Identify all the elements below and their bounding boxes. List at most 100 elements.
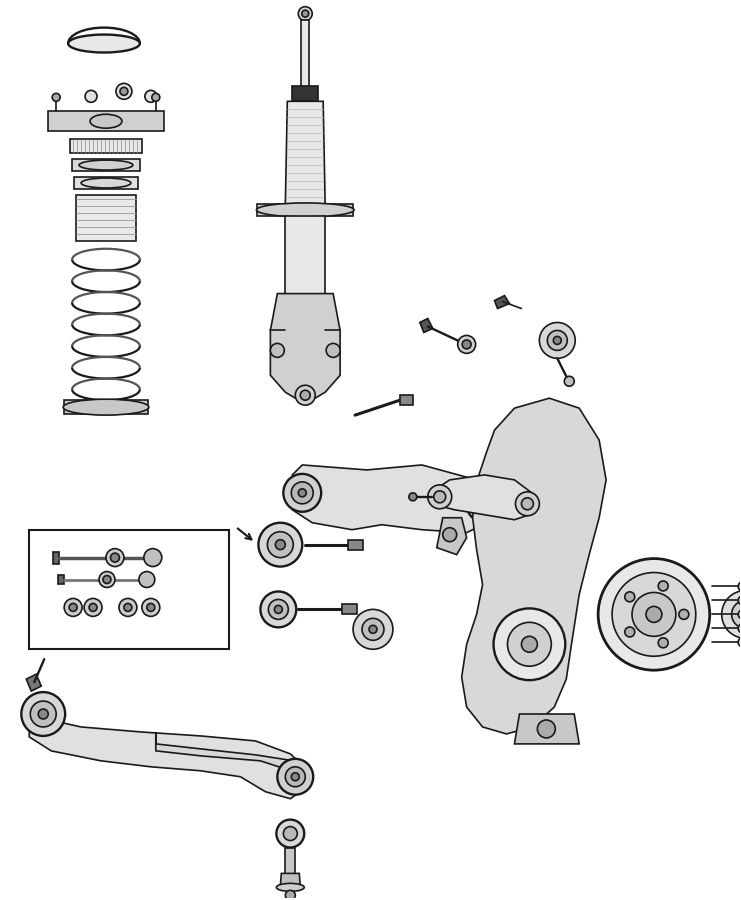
Circle shape — [658, 581, 668, 591]
Circle shape — [522, 636, 537, 652]
Polygon shape — [462, 398, 606, 734]
Circle shape — [299, 6, 312, 21]
Polygon shape — [156, 732, 300, 774]
Circle shape — [295, 385, 315, 405]
Circle shape — [494, 608, 565, 680]
Circle shape — [300, 391, 310, 401]
Ellipse shape — [63, 400, 149, 415]
Polygon shape — [348, 540, 363, 550]
Circle shape — [516, 491, 539, 516]
Circle shape — [30, 701, 56, 727]
Circle shape — [722, 590, 741, 638]
Circle shape — [276, 540, 285, 550]
Circle shape — [260, 591, 296, 627]
Circle shape — [625, 592, 635, 602]
Circle shape — [144, 90, 157, 103]
Polygon shape — [436, 518, 467, 554]
Polygon shape — [280, 873, 300, 886]
Circle shape — [139, 572, 155, 588]
Polygon shape — [285, 848, 295, 876]
Circle shape — [283, 826, 297, 841]
Circle shape — [142, 598, 160, 616]
Circle shape — [433, 491, 446, 503]
Polygon shape — [292, 465, 491, 533]
Circle shape — [119, 598, 137, 616]
Circle shape — [120, 87, 128, 95]
Polygon shape — [514, 714, 579, 744]
Circle shape — [679, 609, 689, 619]
Polygon shape — [64, 400, 148, 414]
Circle shape — [21, 692, 65, 736]
Circle shape — [283, 474, 321, 512]
Circle shape — [291, 482, 313, 504]
Polygon shape — [285, 216, 325, 295]
Circle shape — [369, 626, 377, 634]
Circle shape — [89, 603, 97, 611]
Circle shape — [537, 720, 555, 738]
Circle shape — [625, 627, 635, 637]
Circle shape — [658, 638, 668, 648]
Circle shape — [738, 596, 741, 605]
Circle shape — [103, 575, 111, 583]
Circle shape — [564, 376, 574, 386]
Circle shape — [428, 485, 452, 508]
Circle shape — [731, 600, 741, 628]
Polygon shape — [74, 177, 138, 189]
Circle shape — [124, 603, 132, 611]
Circle shape — [147, 603, 155, 611]
Ellipse shape — [68, 34, 140, 52]
Circle shape — [474, 496, 493, 514]
Ellipse shape — [79, 160, 133, 170]
Circle shape — [276, 820, 305, 848]
Circle shape — [326, 344, 340, 357]
Circle shape — [106, 549, 124, 567]
Circle shape — [738, 610, 741, 619]
Circle shape — [738, 624, 741, 633]
Circle shape — [116, 84, 132, 99]
Circle shape — [270, 344, 285, 357]
Polygon shape — [59, 574, 64, 584]
Circle shape — [152, 94, 160, 102]
Circle shape — [353, 609, 393, 649]
Circle shape — [539, 322, 575, 358]
Circle shape — [268, 532, 293, 558]
Circle shape — [646, 607, 662, 623]
Circle shape — [285, 767, 305, 787]
Polygon shape — [270, 293, 340, 398]
Polygon shape — [400, 395, 413, 405]
Polygon shape — [302, 20, 309, 89]
Circle shape — [598, 559, 710, 670]
Circle shape — [84, 598, 102, 616]
Polygon shape — [70, 140, 142, 153]
Circle shape — [522, 498, 534, 509]
Polygon shape — [48, 112, 164, 131]
Circle shape — [291, 773, 299, 781]
Circle shape — [64, 598, 82, 616]
Circle shape — [458, 336, 476, 354]
Circle shape — [738, 582, 741, 591]
Polygon shape — [435, 475, 534, 519]
Circle shape — [144, 549, 162, 567]
Circle shape — [268, 599, 288, 619]
Circle shape — [39, 709, 48, 719]
Polygon shape — [494, 295, 510, 309]
Circle shape — [274, 606, 282, 614]
Circle shape — [285, 890, 295, 900]
Circle shape — [302, 10, 309, 17]
Ellipse shape — [256, 202, 354, 217]
Circle shape — [548, 330, 568, 350]
Polygon shape — [342, 605, 357, 615]
Polygon shape — [292, 86, 318, 102]
Circle shape — [299, 489, 306, 497]
Polygon shape — [285, 102, 325, 206]
Polygon shape — [53, 552, 59, 563]
Circle shape — [462, 340, 471, 349]
Circle shape — [52, 94, 60, 102]
Circle shape — [554, 337, 561, 345]
Ellipse shape — [276, 884, 305, 891]
Polygon shape — [30, 699, 308, 798]
Circle shape — [409, 493, 417, 500]
Polygon shape — [72, 159, 140, 171]
Polygon shape — [76, 195, 136, 241]
Circle shape — [85, 90, 97, 103]
